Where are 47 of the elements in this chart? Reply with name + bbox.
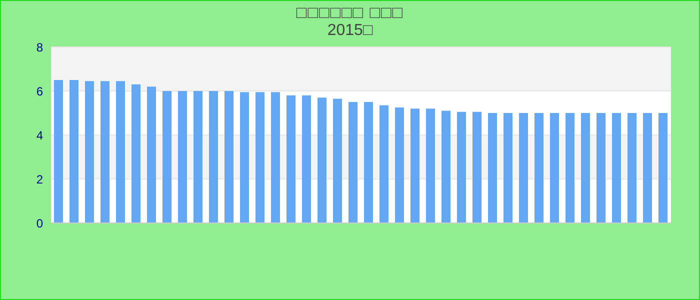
bar: [472, 112, 482, 223]
bar: [596, 113, 606, 223]
bar: [364, 102, 373, 223]
bar: [566, 113, 574, 223]
bar: [457, 112, 466, 223]
bar: [628, 113, 636, 223]
bar: [100, 81, 110, 223]
bar: [194, 91, 202, 223]
y-tick-label: 0: [36, 216, 44, 230]
bar: [162, 91, 172, 223]
bar: [256, 92, 264, 223]
bar: [85, 81, 94, 223]
bar: [286, 95, 296, 223]
bar: [70, 80, 78, 223]
bar: [54, 80, 63, 223]
bar: [209, 91, 218, 223]
chart-title: □□□□□□ □□□: [295, 3, 405, 23]
bar: [442, 110, 450, 223]
bar: [132, 84, 140, 223]
bar: [504, 113, 512, 223]
bar: [658, 113, 668, 223]
bar: [271, 92, 280, 223]
y-tick-label: 2: [36, 172, 44, 186]
bar: [426, 108, 435, 223]
y-tick-label: 8: [36, 40, 44, 54]
chart-subtitle: 2015□: [326, 22, 374, 40]
bar: [302, 95, 311, 223]
bar: [147, 86, 156, 223]
bar: [224, 91, 234, 223]
bar: [550, 113, 559, 223]
bar: [534, 113, 544, 223]
bar: [318, 98, 326, 223]
bar: [581, 113, 590, 223]
bar: [240, 92, 249, 223]
bar: [333, 98, 342, 223]
bar: [380, 105, 388, 223]
bar: [178, 91, 187, 223]
bar: [410, 108, 420, 223]
bar: [643, 113, 652, 223]
bar: [519, 113, 528, 223]
y-tick-label: 6: [36, 84, 44, 98]
y-tick-label: 4: [36, 128, 44, 142]
bar: [612, 113, 621, 223]
bar: [116, 81, 125, 223]
bar: [395, 108, 404, 223]
bar: [348, 102, 358, 223]
bar: [488, 113, 497, 223]
